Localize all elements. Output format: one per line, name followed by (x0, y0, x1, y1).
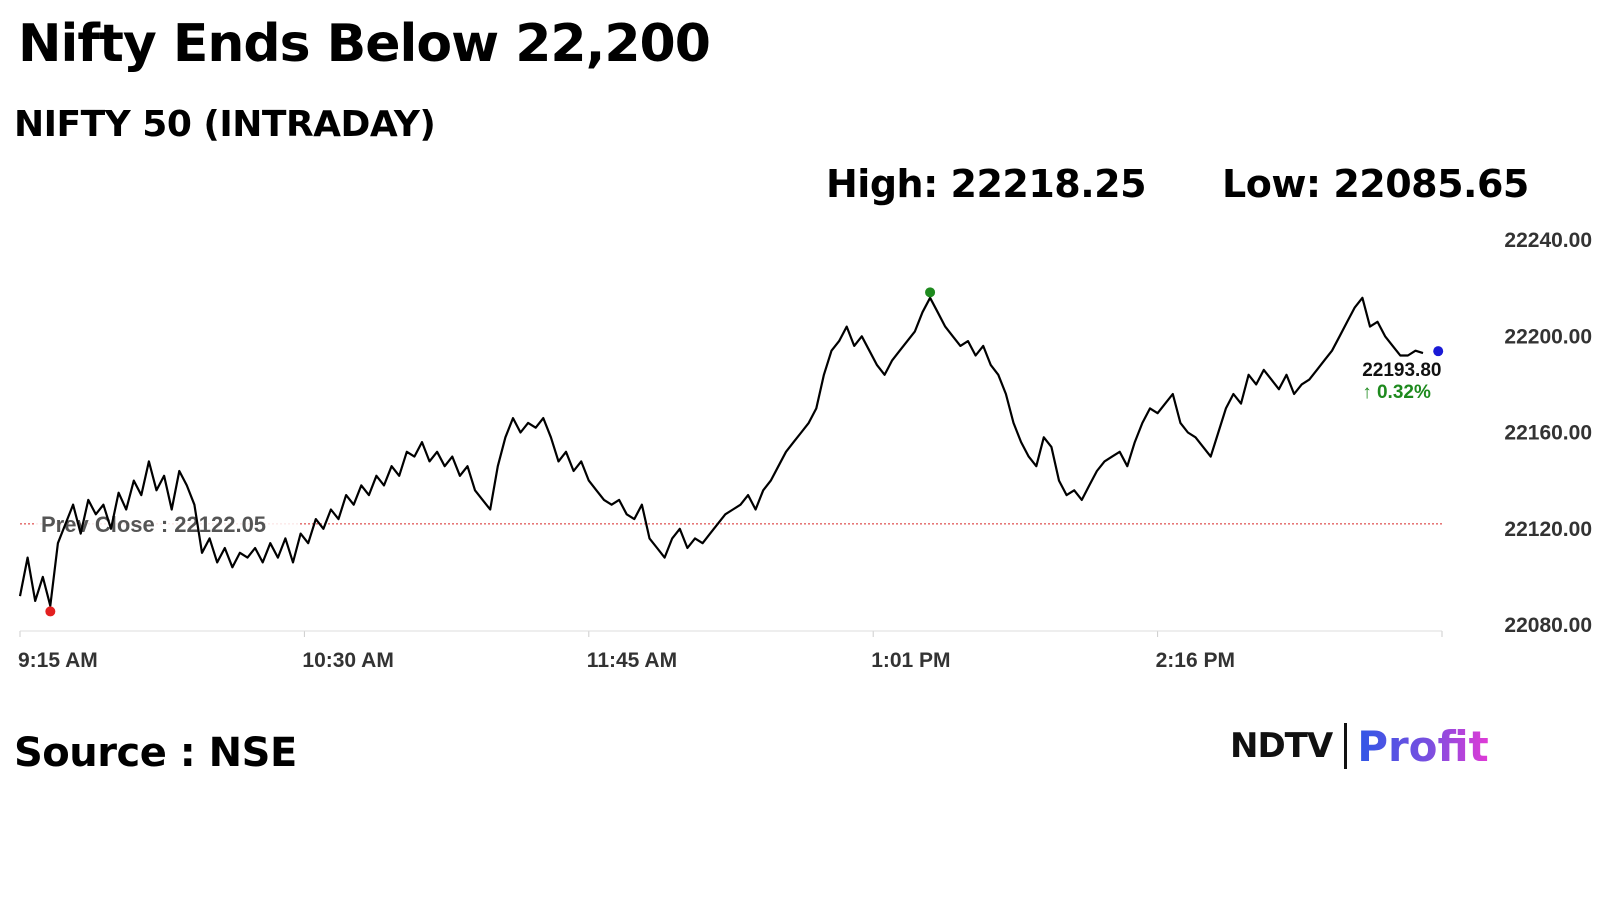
y-tick-label: 22200.00 (1504, 325, 1592, 348)
x-tick-label: 10:30 AM (302, 649, 393, 672)
chart-subtitle: NIFTY 50 (INTRADAY) (14, 104, 436, 145)
source-label: Source : NSE (14, 730, 297, 776)
y-tick-label: 22080.00 (1504, 614, 1592, 637)
brand-ndtv-text: NDTV (1230, 726, 1333, 766)
y-tick-label: 22240.00 (1504, 229, 1592, 252)
last-price-marker (1433, 346, 1444, 357)
x-tick-label: 1:01 PM (871, 649, 950, 672)
brand-divider (1344, 723, 1348, 769)
low-value-label: Low: 22085.65 (1222, 162, 1529, 206)
page-title: Nifty Ends Below 22,200 (18, 14, 711, 74)
low-marker (45, 606, 56, 617)
y-tick-label: 22120.00 (1504, 518, 1592, 541)
brand-profit-text: Profit (1357, 721, 1489, 771)
nifty-price-line (18, 296, 1424, 607)
x-axis: 9:15 AM 10:30 AM 11:45 AM 1:01 PM 2:16 PM (18, 631, 1443, 672)
y-axis: 22240.00 22200.00 22160.00 22120.00 22080.00 (1504, 229, 1592, 637)
ndtv-profit-logo: NDTV Profit (1230, 718, 1489, 774)
last-price-label: 22193.80 (1362, 360, 1441, 381)
x-tick-label: 11:45 AM (587, 649, 677, 672)
y-tick-label: 22160.00 (1504, 422, 1592, 445)
change-percent-label: ↑ 0.32% (1362, 382, 1431, 403)
high-marker (925, 287, 936, 298)
intraday-line-chart: 22240.00 22200.00 22160.00 22120.00 22080.00… (18, 229, 1592, 672)
prev-close-label: Prev Close : 22122.05 (41, 512, 266, 537)
x-tick-label: 2:16 PM (1156, 649, 1235, 672)
high-value-label: High: 22218.25 (826, 162, 1147, 206)
x-tick-label: 9:15 AM (18, 649, 98, 672)
